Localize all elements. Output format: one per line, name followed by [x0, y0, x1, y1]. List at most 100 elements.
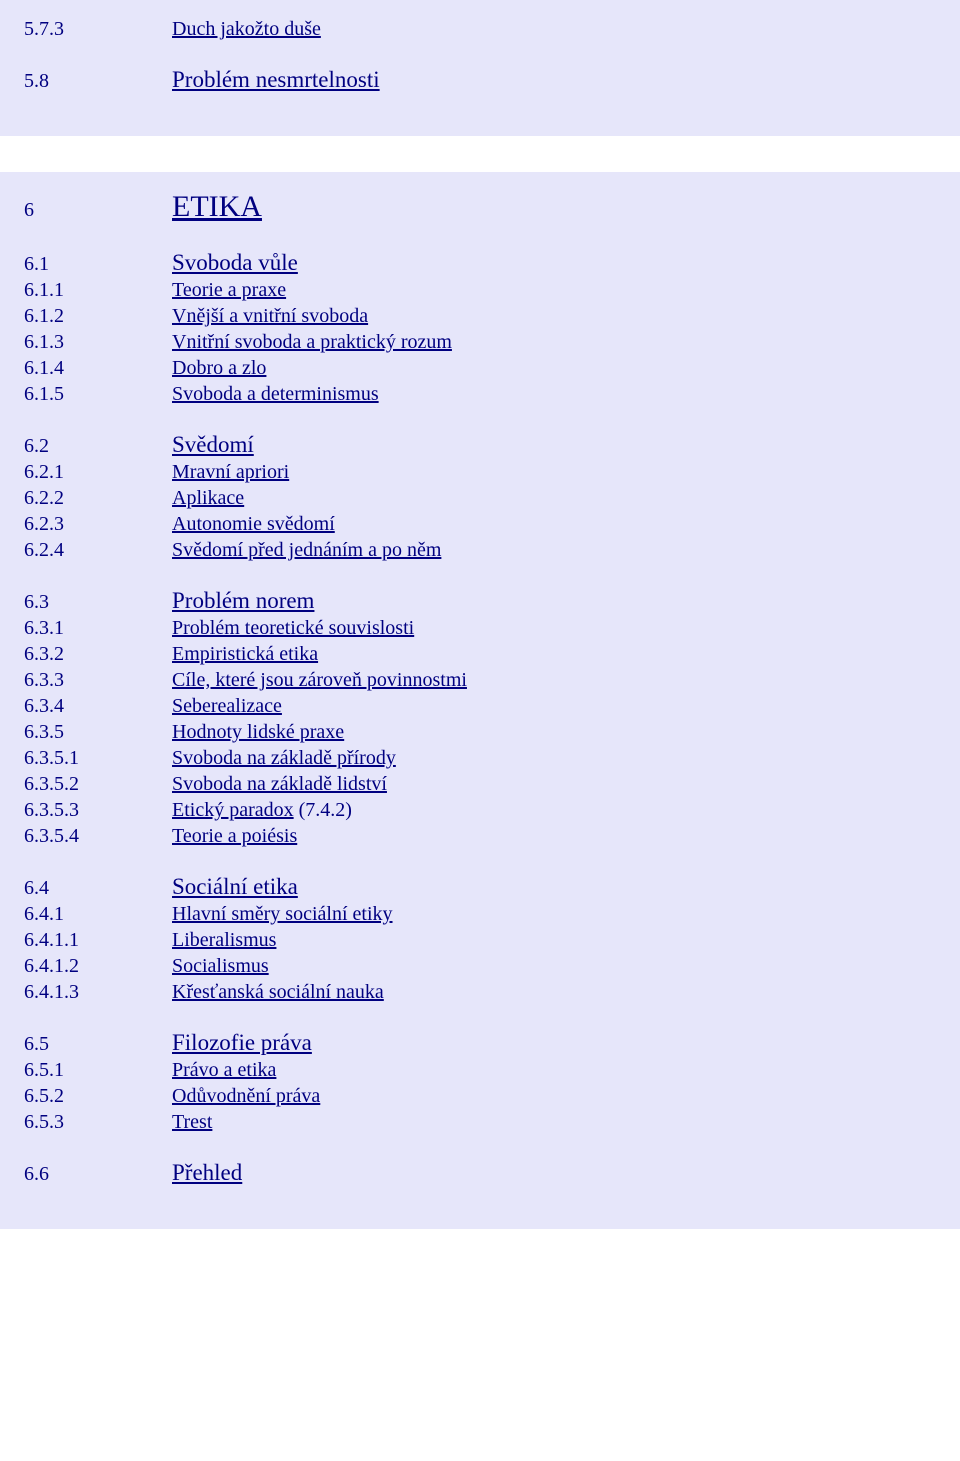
toc-link[interactable]: Svoboda na základě přírody — [172, 747, 396, 769]
toc-number: 6.2.1 — [24, 461, 172, 484]
toc-row: 6.1.5Svoboda a determinismus — [24, 383, 936, 406]
toc-link[interactable]: Hodnoty lidské praxe — [172, 721, 344, 743]
toc-link[interactable]: Svědomí před jednáním a po něm — [172, 539, 441, 561]
toc-group: 6ETIKA — [24, 190, 936, 224]
toc-link[interactable]: Vnější a vnitřní svoboda — [172, 305, 368, 327]
toc-text: Svoboda vůle — [172, 250, 298, 276]
toc-text: Vnitřní svoboda a praktický rozum — [172, 331, 452, 354]
toc-link[interactable]: Dobro a zlo — [172, 357, 266, 379]
toc-text: Trest — [172, 1111, 212, 1134]
toc-number: 6.3 — [24, 591, 172, 614]
toc-row: 6.3.5.1Svoboda na základě přírody — [24, 747, 936, 770]
toc-number: 6.5.1 — [24, 1059, 172, 1082]
toc-row: 6.3.2Empiristická etika — [24, 643, 936, 666]
toc-number: 6.3.5.4 — [24, 825, 172, 848]
toc-group: 6.6Přehled — [24, 1160, 936, 1186]
toc-text: Dobro a zlo — [172, 357, 266, 380]
toc-row: 6.4.1.1Liberalismus — [24, 929, 936, 952]
toc-link[interactable]: ETIKA — [172, 190, 262, 223]
toc-number: 6.5 — [24, 1033, 172, 1056]
toc-link[interactable]: Trest — [172, 1111, 212, 1133]
toc-link[interactable]: Sociální etika — [172, 874, 298, 899]
toc-text: Duch jakožto duše — [172, 18, 321, 41]
toc-number: 6.3.5.1 — [24, 747, 172, 770]
toc-link[interactable]: Mravní apriori — [172, 461, 289, 483]
toc-row: 6.2.1Mravní apriori — [24, 461, 936, 484]
toc-text: Svědomí před jednáním a po něm — [172, 539, 441, 562]
toc-text: Hlavní směry sociální etiky — [172, 903, 393, 926]
toc-link[interactable]: Etický paradox — [172, 799, 294, 821]
content-block: 6ETIKA 6.1Svoboda vůle 6.1.1Teorie a praxe… — [0, 172, 960, 1229]
toc-link[interactable]: Seberealizace — [172, 695, 282, 717]
toc-row: 6ETIKA — [24, 190, 936, 224]
toc-row: 6.3.5Hodnoty lidské praxe — [24, 721, 936, 744]
toc-link[interactable]: Duch jakožto duše — [172, 18, 321, 40]
toc-text: Autonomie svědomí — [172, 513, 335, 536]
toc-text: Cíle, které jsou zároveň povinnostmi — [172, 669, 467, 692]
toc-link[interactable]: Aplikace — [172, 487, 244, 509]
toc-number: 6.5.2 — [24, 1085, 172, 1108]
toc-link[interactable]: Teorie a praxe — [172, 279, 286, 301]
toc-group: 6.1Svoboda vůle 6.1.1Teorie a praxe 6.1.2V… — [24, 250, 936, 406]
toc-link[interactable]: Socialismus — [172, 955, 269, 977]
toc-link[interactable]: Empiristická etika — [172, 643, 318, 665]
toc-number: 6.1.2 — [24, 305, 172, 328]
toc-row: 6.4.1.3Křesťanská sociální nauka — [24, 981, 936, 1004]
toc-row: 6.3.3Cíle, které jsou zároveň povinnostm… — [24, 669, 936, 692]
toc-text: Liberalismus — [172, 929, 276, 952]
toc-row: 6.1.2Vnější a vnitřní svoboda — [24, 305, 936, 328]
toc-suffix: (7.4.2) — [294, 799, 352, 821]
toc-group: 5.7.3Duch jakožto duše — [24, 18, 936, 41]
toc-row: 6.2Svědomí — [24, 432, 936, 458]
toc-link[interactable]: Křesťanská sociální nauka — [172, 981, 384, 1003]
toc-row: 6.3.5.2Svoboda na základě lidství — [24, 773, 936, 796]
toc-number: 6.3.5.2 — [24, 773, 172, 796]
toc-link[interactable]: Svoboda a determinismus — [172, 383, 379, 405]
toc-row: 6.3Problém norem — [24, 588, 936, 614]
toc-text: Svoboda na základě přírody — [172, 747, 396, 770]
toc-row: 5.8Problém nesmrtelnosti — [24, 67, 936, 93]
toc-number: 6.4 — [24, 877, 172, 900]
toc-number: 6.3.2 — [24, 643, 172, 666]
toc-row: 6.6Přehled — [24, 1160, 936, 1186]
toc-text: Socialismus — [172, 955, 269, 978]
toc-link[interactable]: Cíle, které jsou zároveň povinnostmi — [172, 669, 467, 691]
toc-number: 6.4.1.2 — [24, 955, 172, 978]
toc-link[interactable]: Vnitřní svoboda a praktický rozum — [172, 331, 452, 353]
toc-link[interactable]: Svoboda na základě lidství — [172, 773, 387, 795]
toc-link[interactable]: Přehled — [172, 1160, 242, 1185]
toc-text: Problém nesmrtelnosti — [172, 67, 380, 93]
toc-link[interactable]: Právo a etika — [172, 1059, 276, 1081]
toc-link[interactable]: Filozofie práva — [172, 1030, 312, 1055]
toc-text: Empiristická etika — [172, 643, 318, 666]
toc-number: 6.2.3 — [24, 513, 172, 536]
toc-link[interactable]: Problém teoretické souvislosti — [172, 617, 414, 639]
toc-row: 6.1.1Teorie a praxe — [24, 279, 936, 302]
toc-link[interactable]: Hlavní směry sociální etiky — [172, 903, 393, 925]
toc-link[interactable]: Autonomie svědomí — [172, 513, 335, 535]
toc-row: 6.1.4Dobro a zlo — [24, 357, 936, 380]
content-block: 5.7.3Duch jakožto duše 5.8Problém nesmrte… — [0, 0, 960, 136]
toc-link[interactable]: Svoboda vůle — [172, 250, 298, 275]
toc-row: 6.2.4Svědomí před jednáním a po něm — [24, 539, 936, 562]
toc-row: 6.3.5.3Etický paradox (7.4.2) — [24, 799, 936, 822]
toc-row: 6.4.1.2Socialismus — [24, 955, 936, 978]
toc-link[interactable]: Svědomí — [172, 432, 254, 457]
toc-link[interactable]: Odůvodnění práva — [172, 1085, 320, 1107]
toc-link[interactable]: Problém norem — [172, 588, 314, 613]
toc-row: 6.2.2Aplikace — [24, 487, 936, 510]
toc-number: 6.6 — [24, 1163, 172, 1186]
toc-link[interactable]: Problém nesmrtelnosti — [172, 67, 380, 92]
toc-number: 6 — [24, 199, 172, 222]
toc-row: 6.2.3Autonomie svědomí — [24, 513, 936, 536]
toc-text: Filozofie práva — [172, 1030, 312, 1056]
toc-text: Odůvodnění práva — [172, 1085, 320, 1108]
toc-text: Právo a etika — [172, 1059, 276, 1082]
toc-group: 6.4Sociální etika6.4.1Hlavní směry sociá… — [24, 874, 936, 1004]
toc-text: Svoboda a determinismus — [172, 383, 379, 406]
toc-link[interactable]: Teorie a poiésis — [172, 825, 297, 847]
toc-number: 6.1.3 — [24, 331, 172, 354]
toc-link[interactable]: Liberalismus — [172, 929, 276, 951]
toc-number: 6.1 — [24, 253, 172, 276]
toc-row: 6.1Svoboda vůle — [24, 250, 936, 276]
